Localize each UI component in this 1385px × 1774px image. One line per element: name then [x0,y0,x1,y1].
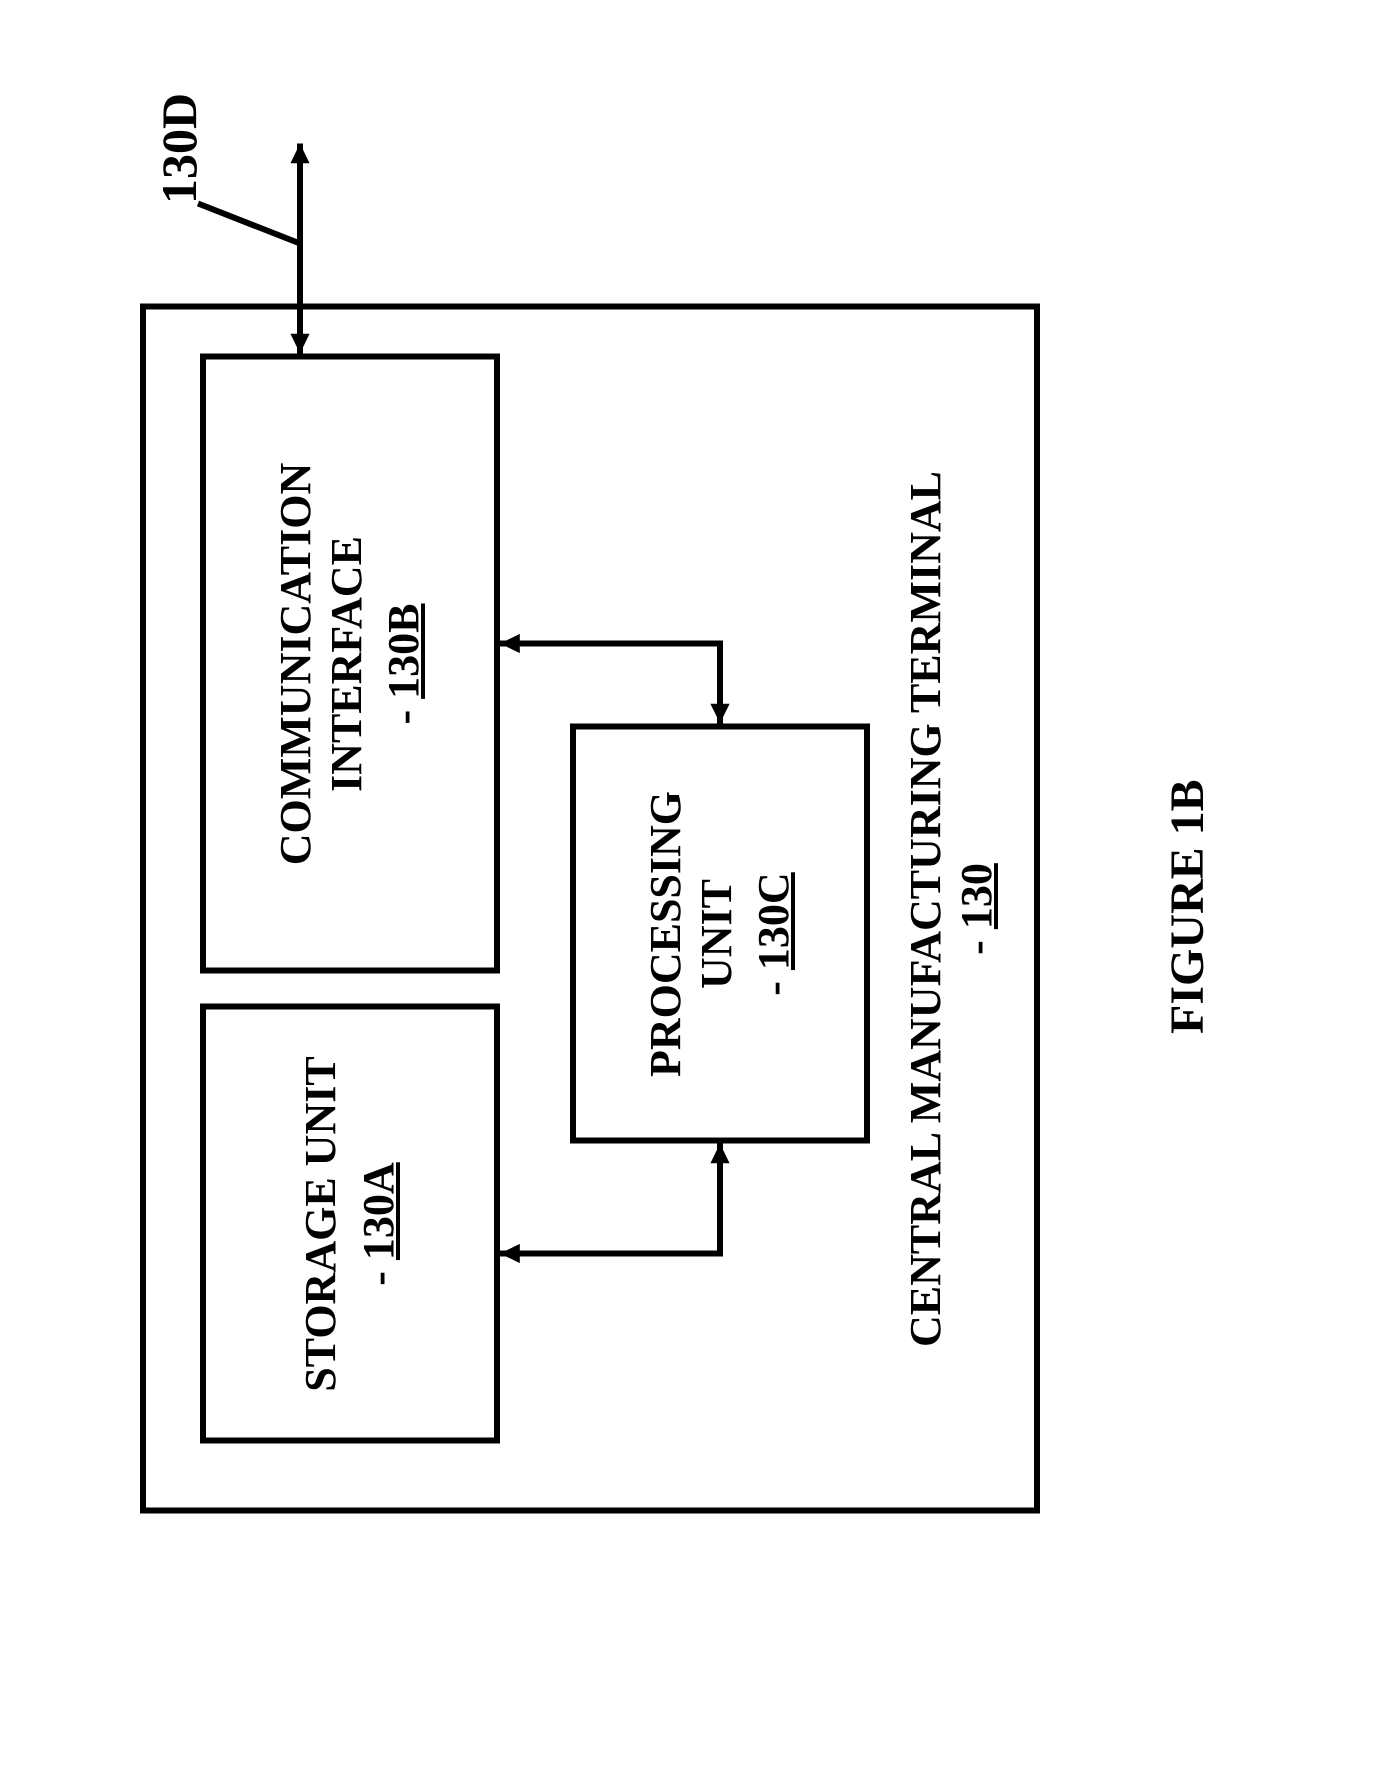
arrows-layer [0,0,1385,1774]
diagram-inner: CENTRAL MANUFACTURING TERMINAL - 130 STO… [0,0,1385,1774]
diagram-canvas: CENTRAL MANUFACTURING TERMINAL - 130 STO… [0,195,1385,1580]
